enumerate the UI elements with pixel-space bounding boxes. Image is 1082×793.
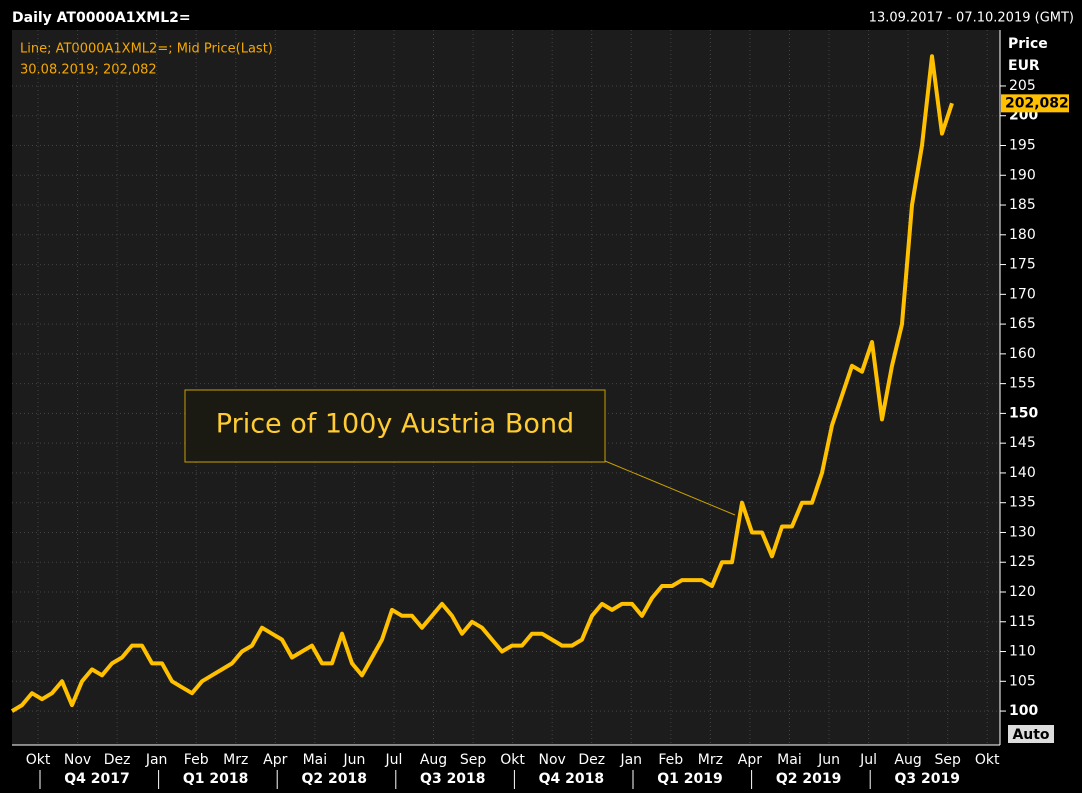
x-tick-label: Jan xyxy=(145,752,168,768)
y-tick-label: 100 xyxy=(1009,703,1038,719)
header-bar xyxy=(0,6,1082,28)
x-tick-label: Apr xyxy=(738,752,762,768)
x-tick-label: Jun xyxy=(817,752,840,768)
x-tick-label: Dez xyxy=(578,752,605,768)
quarter-label: Q4 2018 xyxy=(539,771,604,787)
auto-label[interactable]: Auto xyxy=(1012,727,1049,743)
x-tick-label: Jan xyxy=(619,752,642,768)
y-tick-label: 160 xyxy=(1009,346,1036,362)
annotation-box xyxy=(184,389,606,463)
chart-title: Daily AT0000A1XML2= xyxy=(12,10,191,26)
quarter-label: Q1 2019 xyxy=(657,771,722,787)
x-tick-label: Sep xyxy=(460,752,487,768)
y-tick-label: 165 xyxy=(1009,316,1036,332)
axis-title: Price xyxy=(1008,36,1048,52)
y-tick-label: 105 xyxy=(1009,673,1036,689)
x-tick-label: Feb xyxy=(184,752,209,768)
x-tick-label: Dez xyxy=(104,752,131,768)
y-tick-label: 140 xyxy=(1009,465,1036,481)
quarter-label: Q3 2018 xyxy=(420,771,485,787)
y-tick-label: 125 xyxy=(1009,554,1036,570)
quarter-label: Q3 2019 xyxy=(894,771,959,787)
annotation-leader xyxy=(604,460,736,516)
y-tick-label: 170 xyxy=(1009,286,1036,302)
price-line xyxy=(10,54,954,713)
x-tick-label: Apr xyxy=(263,752,287,768)
x-tick-label: Jul xyxy=(859,752,877,768)
y-tick-label: 205 xyxy=(1009,78,1036,94)
x-tick-label: Mai xyxy=(777,752,802,768)
quarter-label: Q2 2019 xyxy=(776,771,841,787)
x-tick-label: Nov xyxy=(538,752,565,768)
y-tick-label: 110 xyxy=(1009,644,1036,660)
x-tick-label: Okt xyxy=(26,752,51,768)
quarter-label: Q1 2018 xyxy=(183,771,248,787)
x-tick-label: Sep xyxy=(934,752,961,768)
y-tick-label: 175 xyxy=(1009,257,1036,273)
x-tick-label: Feb xyxy=(658,752,683,768)
grid xyxy=(12,30,1000,745)
y-tick-label: 185 xyxy=(1009,197,1036,213)
y-tick-label: 190 xyxy=(1009,167,1036,183)
date-range: 13.09.2017 - 07.10.2019 (GMT) xyxy=(869,11,1074,26)
annotation-text: Price of 100y Austria Bond xyxy=(216,409,574,440)
quarter-label: Q2 2018 xyxy=(301,771,366,787)
y-tick-label: 180 xyxy=(1009,227,1036,243)
last-price-tag xyxy=(1001,94,1069,113)
x-tick-label: Nov xyxy=(64,752,91,768)
x-tick-label: Mrz xyxy=(698,752,723,768)
x-tick-label: Jul xyxy=(384,752,402,768)
y-tick-label: 155 xyxy=(1009,376,1036,392)
x-tick-label: Mai xyxy=(303,752,328,768)
y-tick-label: 145 xyxy=(1009,435,1036,451)
plot-area xyxy=(12,30,1000,745)
x-tick-label: Jun xyxy=(342,752,365,768)
x-tick-label: Okt xyxy=(500,752,525,768)
x-tick-label: Okt xyxy=(975,752,1000,768)
axis-unit: EUR xyxy=(1008,58,1040,74)
last-price-label: 202,082 xyxy=(1005,95,1069,111)
legend-line: Line; AT0000A1XML2=; Mid Price(Last) xyxy=(20,42,273,57)
y-tick-label: 150 xyxy=(1009,405,1038,421)
y-tick-label: 135 xyxy=(1009,495,1036,511)
quarter-label: Q4 2017 xyxy=(64,771,129,787)
y-tick-label: 120 xyxy=(1009,584,1036,600)
legend-last: 30.08.2019; 202,082 xyxy=(20,63,157,78)
auto-button[interactable] xyxy=(1008,725,1054,743)
x-tick-label: Mrz xyxy=(223,752,248,768)
x-tick-label: Aug xyxy=(894,752,921,768)
y-tick-label: 195 xyxy=(1009,137,1036,153)
y-tick-label: 115 xyxy=(1009,614,1036,630)
y-tick-label: 130 xyxy=(1009,524,1036,540)
x-tick-label: Aug xyxy=(420,752,447,768)
